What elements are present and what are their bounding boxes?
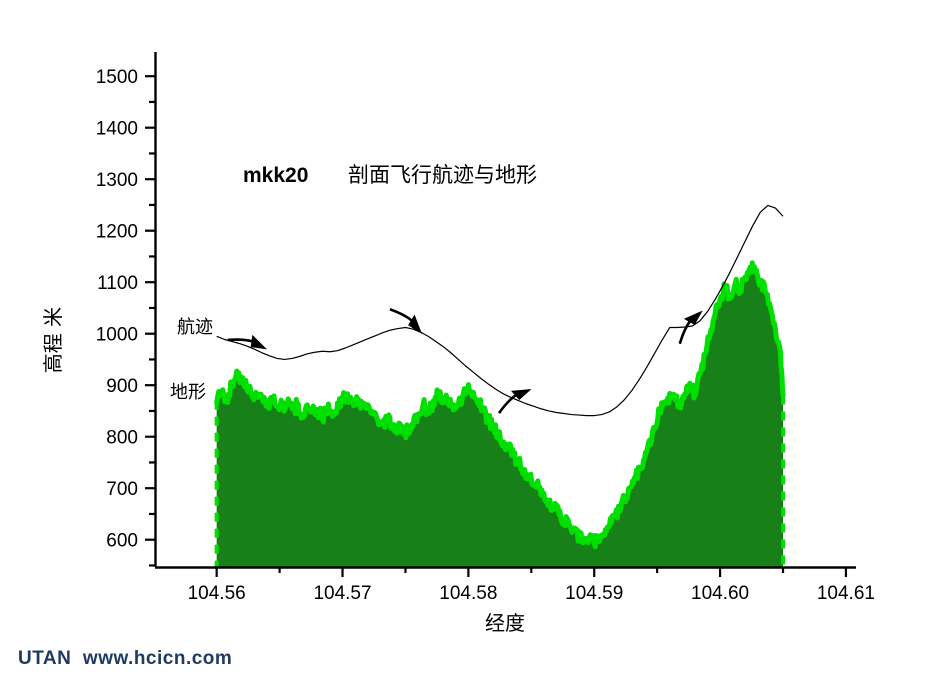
y-axis-tick-label: 1400 <box>96 119 138 140</box>
x-axis-label: 经度 <box>485 611 525 635</box>
x-axis-tick-label: 104.60 <box>691 583 749 604</box>
chart-title-code: mkk20 <box>243 164 308 187</box>
y-axis-label: 高程 米 <box>41 307 65 373</box>
watermark-footer: UTAN www.hcicn.com <box>18 648 233 669</box>
direction-arrows <box>227 308 703 414</box>
y-axis-tick-label: 1100 <box>97 273 138 294</box>
direction-arrow-icon <box>227 334 268 350</box>
direction-arrow-icon <box>678 310 703 345</box>
x-axis-tick-label: 104.57 <box>313 583 371 604</box>
y-axis-tick-label: 1200 <box>96 222 138 243</box>
y-axis-tick-label: 1500 <box>96 67 138 88</box>
y-axis-tick-label: 900 <box>106 376 138 397</box>
y-axis-tick-label: 600 <box>106 531 138 552</box>
flight-track-line <box>216 204 784 417</box>
y-axis-ticks <box>145 75 155 567</box>
x-axis-tick-label: 104.56 <box>188 583 246 604</box>
y-axis-tick-label: 1000 <box>96 325 138 346</box>
y-axis-tick-label: 1300 <box>96 170 138 191</box>
terrain-crest-highlight <box>215 261 785 548</box>
y-axis-tick-label: 700 <box>106 479 138 500</box>
direction-arrow-icon <box>389 308 423 334</box>
x-axis-tick-label: 104.61 <box>817 583 875 604</box>
series-label-track: 航迹 <box>177 317 213 338</box>
direction-arrow-icon <box>497 389 532 414</box>
chart-title-text: 剖面飞行航迹与地形 <box>348 163 537 187</box>
series-label-terrain: 地形 <box>170 382 206 403</box>
x-axis-tick-labels: 104.56 104.57 104.58 104.59 104.60 104.61 <box>188 583 875 604</box>
chart-axes <box>145 52 856 577</box>
x-axis-ticks <box>215 567 848 577</box>
terrain-fill-area <box>216 262 784 567</box>
terrain-series <box>214 260 786 567</box>
x-axis-tick-label: 104.59 <box>565 583 623 604</box>
y-axis-tick-label: 800 <box>106 428 138 449</box>
x-axis-tick-label: 104.58 <box>439 583 497 604</box>
y-axis-tick-labels: 600 700 800 900 1000 1100 1200 1300 1400 1500 <box>96 67 138 552</box>
